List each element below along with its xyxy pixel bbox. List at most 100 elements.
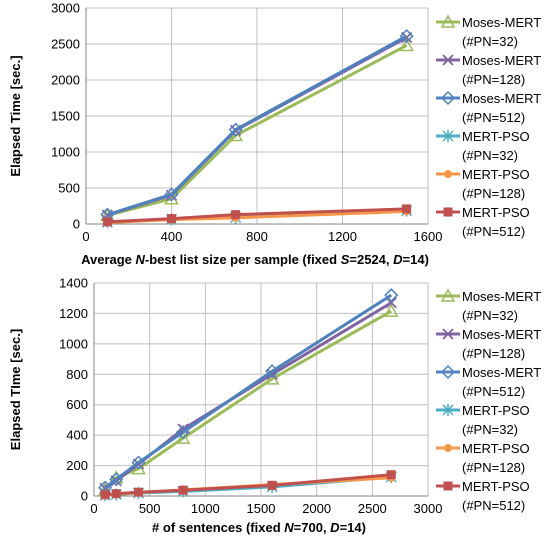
x-axis-title: # of sentences (fixed N=700, D=14) <box>152 520 366 535</box>
data-point <box>100 490 110 500</box>
legend-label: Moses-MERT <box>462 289 541 304</box>
data-point <box>228 122 243 137</box>
y-axis-title: Elapsed TIme [sec.] <box>8 329 23 450</box>
legend-item: MERT-PSO (#PN=512) <box>436 205 530 239</box>
y-tick-label: 1000 <box>59 336 88 351</box>
x-tick-label: 2000 <box>302 501 331 516</box>
legend-swatch-marker <box>443 207 453 217</box>
legend-item: Moses-MERT (#PN=512) <box>436 364 541 399</box>
legend-swatch-marker <box>442 328 454 340</box>
legend-swatch-marker <box>440 90 456 106</box>
y-tick-label: 1000 <box>51 145 80 160</box>
x-tick-label: 3000 <box>414 501 443 516</box>
legend-swatch-marker <box>442 404 454 416</box>
data-point <box>102 217 112 227</box>
legend-item: Moses-MERT (#PN=32) <box>436 288 541 323</box>
series-line <box>106 34 408 217</box>
legend-label-sub: (#PN=32) <box>462 422 518 437</box>
legend-label-sub: (#PN=128) <box>462 346 525 361</box>
data-point <box>385 297 397 309</box>
legend-label: MERT-PSO <box>462 479 530 494</box>
y-tick-label: 0 <box>81 489 88 504</box>
series-line <box>107 207 407 224</box>
y-tick-label: 1500 <box>51 109 80 124</box>
data-point <box>266 368 278 380</box>
data-point <box>177 423 189 435</box>
data-point <box>231 210 241 220</box>
x-tick-label: 500 <box>139 501 161 516</box>
legend-item: MERT-PSO (#PN=128) <box>436 441 530 475</box>
data-point <box>176 425 191 440</box>
data-point <box>399 37 414 52</box>
data-point <box>383 303 399 317</box>
x-tick-label: 2500 <box>358 501 387 516</box>
x-tick-label: 1000 <box>191 501 220 516</box>
y-tick-label: 1200 <box>59 306 88 321</box>
y-tick-label: 400 <box>66 428 88 443</box>
legend-swatch-marker <box>442 54 454 66</box>
data-point <box>134 487 144 497</box>
data-point <box>109 472 124 487</box>
legend-item: MERT-PSO (#PN=128) <box>436 167 530 201</box>
legend-label-sub: (#PN=128) <box>462 72 525 87</box>
legend-label-sub: (#PN=32) <box>462 308 518 323</box>
data-point <box>167 214 176 224</box>
x-axis-title: Average N-best list size per sample (fix… <box>81 252 429 267</box>
x-tick-label: 0 <box>82 229 89 244</box>
series-line <box>104 309 393 491</box>
legend: Moses-MERT(#PN=32)Moses-MERT(#PN=128)Mos… <box>436 14 541 239</box>
legend-label-sub: (#PN=32) <box>462 148 518 163</box>
y-tick-label: 2500 <box>51 37 80 52</box>
x-tick-label: 1500 <box>247 501 276 516</box>
legend-label: Moses-MERT <box>462 327 541 342</box>
legend-item: MERT-PSO (#PN=32) <box>436 403 530 437</box>
legend-swatch-marker <box>444 444 452 452</box>
y-tick-label: 0 <box>73 217 80 232</box>
legend-swatch-marker <box>440 364 456 380</box>
legend-item: Moses-MERT (#PN=128) <box>436 327 541 361</box>
y-tick-label: 2000 <box>51 73 80 88</box>
data-point <box>178 485 188 495</box>
data-point <box>175 430 191 444</box>
legend-swatch-marker <box>440 14 456 28</box>
series-1 <box>97 303 399 496</box>
legend-label: Moses-MERT <box>462 15 541 30</box>
legend-item: MERT-PSO (#PN=32) <box>436 129 530 163</box>
legend-label: MERT-PSO <box>462 129 530 144</box>
legend-label-sub: (#PN=512) <box>462 384 525 399</box>
y-tick-label: 800 <box>66 367 88 382</box>
legend-label: MERT-PSO <box>462 403 530 418</box>
legend-label: Moses-MERT <box>462 53 541 68</box>
y-tick-label: 3000 <box>51 1 80 16</box>
legend-swatch-marker <box>442 130 454 142</box>
data-point <box>399 29 414 44</box>
legend-label-sub: (#PN=128) <box>462 186 525 201</box>
x-tick-label: 400 <box>161 229 183 244</box>
legend-item: Moses-MERT (#PN=512) <box>436 90 541 125</box>
y-tick-label: 600 <box>66 397 88 412</box>
series-line <box>104 293 393 489</box>
legend-label-sub: (#PN=32) <box>462 34 518 49</box>
data-point <box>386 470 396 480</box>
legend-label: Moses-MERT <box>462 365 541 380</box>
legend-label: MERT-PSO <box>462 167 530 182</box>
y-tick-label: 500 <box>58 181 80 196</box>
legend-label-sub: (#PN=128) <box>462 460 525 475</box>
y-tick-label: 1400 <box>59 276 88 291</box>
legend-label-sub: (#PN=512) <box>462 224 525 239</box>
legend-item: Moses-MERT (#PN=32) <box>436 14 541 49</box>
x-tick-label: 1200 <box>328 229 357 244</box>
data-point <box>111 489 121 499</box>
legend: Moses-MERT(#PN=32)Moses-MERT(#PN=128)Mos… <box>436 288 541 513</box>
x-tick-label: 0 <box>90 501 97 516</box>
chart-1: 0 400 800 1200 1600 0 500 1000 1500 2000 2500 3000 E… <box>8 1 541 268</box>
legend-item: Moses-MERT (#PN=128) <box>436 53 541 87</box>
series-line <box>106 44 408 217</box>
legend-swatch-marker <box>444 170 452 178</box>
series-6 <box>100 470 396 500</box>
data-point <box>265 364 280 379</box>
x-tick-label: 1600 <box>414 229 443 244</box>
data-point <box>131 455 146 470</box>
legend-swatch-marker <box>440 288 456 302</box>
